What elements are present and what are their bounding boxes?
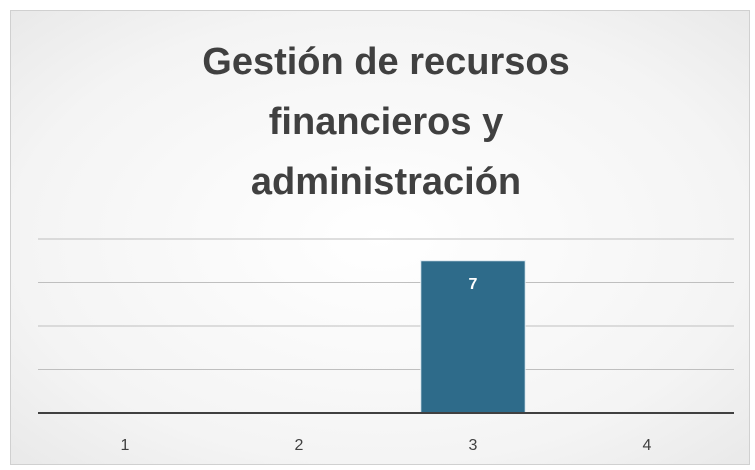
bar (420, 260, 526, 414)
x-tick-label: 3 (469, 437, 478, 454)
x-tick-label: 4 (643, 437, 652, 454)
chart-area (10, 10, 750, 465)
x-tick-label: 2 (295, 437, 304, 454)
x-tick-label: 1 (121, 437, 130, 454)
chart-title: Gestión de recursos financieros y admini… (202, 41, 570, 203)
data-label: 7 (469, 276, 478, 293)
